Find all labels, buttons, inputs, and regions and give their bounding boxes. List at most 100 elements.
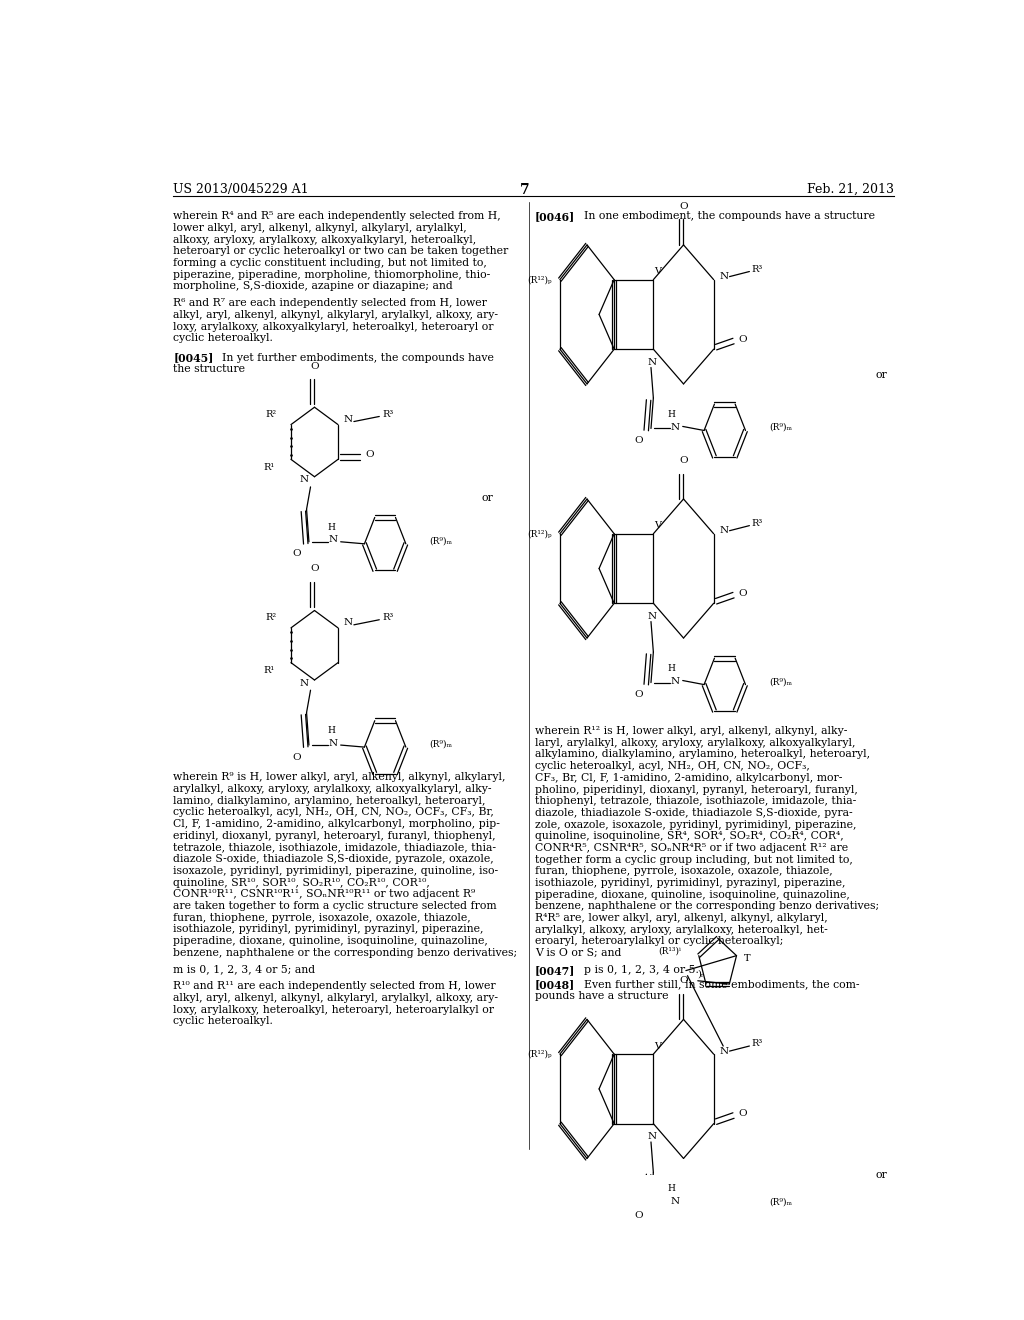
Text: N: N xyxy=(300,678,309,688)
Text: H: H xyxy=(668,1184,676,1193)
Text: cyclic heteroalkyl.: cyclic heteroalkyl. xyxy=(173,1016,273,1026)
Text: p is 0, 1, 2, 3, 4 or 5.: p is 0, 1, 2, 3, 4 or 5. xyxy=(585,965,699,975)
Text: O: O xyxy=(634,1210,643,1220)
Text: (R⁹)ₘ: (R⁹)ₘ xyxy=(430,536,453,545)
Text: (R¹²)ₚ: (R¹²)ₚ xyxy=(527,275,552,284)
Text: In one embodiment, the compounds have a structure: In one embodiment, the compounds have a … xyxy=(585,211,876,222)
Text: (R¹²)ₚ: (R¹²)ₚ xyxy=(527,529,552,539)
Text: H: H xyxy=(328,523,335,532)
Text: piperadine, dioxane, quinoline, isoquinoline, quinazoline,: piperadine, dioxane, quinoline, isoquino… xyxy=(173,936,488,946)
Text: Feb. 21, 2013: Feb. 21, 2013 xyxy=(807,182,894,195)
Text: N: N xyxy=(720,1047,728,1056)
Text: alkylamino, dialkylamino, arylamino, heteroalkyl, heteroaryl,: alkylamino, dialkylamino, arylamino, het… xyxy=(536,750,870,759)
Text: O: O xyxy=(310,362,318,371)
Text: O: O xyxy=(679,455,688,465)
Text: H: H xyxy=(668,664,676,673)
Text: pounds have a structure: pounds have a structure xyxy=(536,991,669,1001)
Text: N: N xyxy=(647,612,656,620)
Text: wherein R¹² is H, lower alkyl, aryl, alkenyl, alkynyl, alky-: wherein R¹² is H, lower alkyl, aryl, alk… xyxy=(536,726,848,737)
Text: or: or xyxy=(876,1171,888,1180)
Text: N: N xyxy=(328,738,337,747)
Text: benzene, naphthalene or the corresponding benzo derivatives;: benzene, naphthalene or the correspondin… xyxy=(173,948,517,957)
Text: or: or xyxy=(876,371,888,380)
Text: [0047]: [0047] xyxy=(536,965,575,975)
Text: isoxazole, pyridinyl, pyrimidinyl, piperazine, quinoline, iso-: isoxazole, pyridinyl, pyrimidinyl, piper… xyxy=(173,866,499,875)
Text: (R⁹)ₘ: (R⁹)ₘ xyxy=(769,1197,793,1206)
Text: Even further still, in some embodiments, the com-: Even further still, in some embodiments,… xyxy=(585,979,860,989)
Text: N: N xyxy=(671,422,679,432)
Text: O: O xyxy=(292,549,301,558)
Text: eroaryl, heteroarylalkyl or cyclic heteroalkyl;: eroaryl, heteroarylalkyl or cyclic heter… xyxy=(536,936,783,946)
Text: R³: R³ xyxy=(382,411,393,418)
Text: furan, thiophene, pyrrole, isoxazole, oxazole, thiazole,: furan, thiophene, pyrrole, isoxazole, ox… xyxy=(173,912,471,923)
Text: tetrazole, thiazole, isothiazole, imidazole, thiadiazole, thia-: tetrazole, thiazole, isothiazole, imidaz… xyxy=(173,842,497,853)
Text: )ᵣ: )ᵣ xyxy=(697,969,705,978)
Text: N: N xyxy=(344,618,353,627)
Text: R³: R³ xyxy=(752,265,763,275)
Text: R⁴R⁵ are, lower alkyl, aryl, alkenyl, alkynyl, alkylaryl,: R⁴R⁵ are, lower alkyl, aryl, alkenyl, al… xyxy=(536,913,827,923)
Text: loxy, arylalkoxy, heteroalkyl, heteroaryl, heteroarylalkyl or: loxy, arylalkoxy, heteroalkyl, heteroary… xyxy=(173,1005,495,1015)
Text: arylalkyl, alkoxy, aryloxy, arylalkoxy, alkoxyalkylaryl, alky-: arylalkyl, alkoxy, aryloxy, arylalkoxy, … xyxy=(173,784,492,795)
Text: cyclic heteroalkyl.: cyclic heteroalkyl. xyxy=(173,333,273,343)
Text: forming a cyclic constituent including, but not limited to,: forming a cyclic constituent including, … xyxy=(173,257,487,268)
Text: N: N xyxy=(328,535,337,544)
Text: N: N xyxy=(720,272,728,281)
Text: wherein R⁴ and R⁵ are each independently selected from H,: wherein R⁴ and R⁵ are each independently… xyxy=(173,211,501,222)
Text: O: O xyxy=(738,334,748,343)
Text: R¹⁰ and R¹¹ are each independently selected from H, lower: R¹⁰ and R¹¹ are each independently selec… xyxy=(173,981,496,991)
Text: quinoline, isoquinoline, SR⁴, SOR⁴, SO₂R⁴, CO₂R⁴, COR⁴,: quinoline, isoquinoline, SR⁴, SOR⁴, SO₂R… xyxy=(536,832,844,841)
Text: R³: R³ xyxy=(752,519,763,528)
Text: R⁶ and R⁷ are each independently selected from H, lower: R⁶ and R⁷ are each independently selecte… xyxy=(173,298,487,308)
Text: m is 0, 1, 2, 3, 4 or 5; and: m is 0, 1, 2, 3, 4 or 5; and xyxy=(173,965,315,974)
Text: zole, oxazole, isoxazole, pyridinyl, pyrimidinyl, piperazine,: zole, oxazole, isoxazole, pyridinyl, pyr… xyxy=(536,820,857,829)
Text: O: O xyxy=(310,565,318,573)
Text: cyclic heteroalkyl, acyl, NH₂, OH, CN, NO₂, OCF₃, CF₃, Br,: cyclic heteroalkyl, acyl, NH₂, OH, CN, N… xyxy=(173,808,495,817)
Text: alkyl, aryl, alkenyl, alkynyl, alkylaryl, arylalkyl, alkoxy, ary-: alkyl, aryl, alkenyl, alkynyl, alkylaryl… xyxy=(173,993,499,1003)
Text: loxy, arylalkoxy, alkoxyalkylaryl, heteroalkyl, heteroaryl or: loxy, arylalkoxy, alkoxyalkylaryl, heter… xyxy=(173,322,494,331)
Text: CONR⁴R⁵, CSNR⁴R⁵, SOₙNR⁴R⁵ or if two adjacent R¹² are: CONR⁴R⁵, CSNR⁴R⁵, SOₙNR⁴R⁵ or if two adj… xyxy=(536,843,848,853)
Text: V is O or S; and: V is O or S; and xyxy=(536,948,622,958)
Text: alkyl, aryl, alkenyl, alkynyl, alkylaryl, arylalkyl, alkoxy, ary-: alkyl, aryl, alkenyl, alkynyl, alkylaryl… xyxy=(173,310,499,319)
Text: 7: 7 xyxy=(520,182,529,197)
Text: CF₃, Br, Cl, F, 1-amidino, 2-amidino, alkylcarbonyl, mor-: CF₃, Br, Cl, F, 1-amidino, 2-amidino, al… xyxy=(536,772,843,783)
Text: O: O xyxy=(738,589,748,598)
Text: together form a cyclic group including, but not limited to,: together form a cyclic group including, … xyxy=(536,854,853,865)
Text: Cl, F, 1-amidino, 2-amidino, alkylcarbonyl, morpholino, pip-: Cl, F, 1-amidino, 2-amidino, alkylcarbon… xyxy=(173,818,500,829)
Text: [0046]: [0046] xyxy=(536,211,575,222)
Text: [0048]: [0048] xyxy=(536,979,575,990)
Text: eridinyl, dioxanyl, pyranyl, heteroaryl, furanyl, thiophenyl,: eridinyl, dioxanyl, pyranyl, heteroaryl,… xyxy=(173,830,496,841)
Text: In yet further embodiments, the compounds have: In yet further embodiments, the compound… xyxy=(222,352,495,363)
Text: alkoxy, aryloxy, arylalkoxy, alkoxyalkylaryl, heteroalkyl,: alkoxy, aryloxy, arylalkoxy, alkoxyalkyl… xyxy=(173,235,476,244)
Text: N: N xyxy=(671,1197,679,1206)
Text: R³: R³ xyxy=(382,614,393,622)
Text: morpholine, S,S-dioxide, azapine or diazapine; and: morpholine, S,S-dioxide, azapine or diaz… xyxy=(173,281,453,292)
Text: R²: R² xyxy=(265,614,276,622)
Text: T: T xyxy=(743,954,751,962)
Text: isothiazole, pyridinyl, pyrimidinyl, pyrazinyl, piperazine,: isothiazole, pyridinyl, pyrimidinyl, pyr… xyxy=(536,878,846,888)
Text: O: O xyxy=(679,977,688,985)
Text: isothiazole, pyridinyl, pyrimidinyl, pyrazinyl, piperazine,: isothiazole, pyridinyl, pyrimidinyl, pyr… xyxy=(173,924,483,935)
Text: thiophenyl, tetrazole, thiazole, isothiazole, imidazole, thia-: thiophenyl, tetrazole, thiazole, isothia… xyxy=(536,796,856,807)
Text: (R¹²)ₚ: (R¹²)ₚ xyxy=(527,1049,552,1059)
Text: diazole, thiadiazole S-oxide, thiadiazole S,S-dioxide, pyra-: diazole, thiadiazole S-oxide, thiadiazol… xyxy=(536,808,853,818)
Text: O: O xyxy=(634,690,643,700)
Text: V: V xyxy=(654,267,660,276)
Text: are taken together to form a cyclic structure selected from: are taken together to form a cyclic stru… xyxy=(173,900,497,911)
Text: US 2013/0045229 A1: US 2013/0045229 A1 xyxy=(173,182,309,195)
Text: laryl, arylalkyl, alkoxy, aryloxy, arylalkoxy, alkoxyalkylaryl,: laryl, arylalkyl, alkoxy, aryloxy, aryla… xyxy=(536,738,856,747)
Text: O: O xyxy=(292,752,301,762)
Text: heteroaryl or cyclic heteroalkyl or two can be taken together: heteroaryl or cyclic heteroalkyl or two … xyxy=(173,247,509,256)
Text: or: or xyxy=(481,492,493,503)
Text: [0045]: [0045] xyxy=(173,352,214,363)
Text: (R⁹)ₘ: (R⁹)ₘ xyxy=(430,739,453,748)
Text: piperadine, dioxane, quinoline, isoquinoline, quinazoline,: piperadine, dioxane, quinoline, isoquino… xyxy=(536,890,850,900)
Text: lamino, dialkylamino, arylamino, heteroalkyl, heteroaryl,: lamino, dialkylamino, arylamino, heteroa… xyxy=(173,796,485,805)
Text: N: N xyxy=(671,677,679,686)
Text: lower alkyl, aryl, alkenyl, alkynyl, alkylaryl, arylalkyl,: lower alkyl, aryl, alkenyl, alkynyl, alk… xyxy=(173,223,467,232)
Text: N: N xyxy=(647,1133,656,1142)
Text: H: H xyxy=(328,726,335,735)
Text: wherein R⁹ is H, lower alkyl, aryl, alkenyl, alkynyl, alkylaryl,: wherein R⁹ is H, lower alkyl, aryl, alke… xyxy=(173,772,506,783)
Text: R³: R³ xyxy=(752,1039,763,1048)
Text: CONR¹⁰R¹¹, CSNR¹⁰R¹¹, SOₙNR¹⁰R¹¹ or two adjacent R⁹: CONR¹⁰R¹¹, CSNR¹⁰R¹¹, SOₙNR¹⁰R¹¹ or two … xyxy=(173,890,475,899)
Text: O: O xyxy=(366,450,374,459)
